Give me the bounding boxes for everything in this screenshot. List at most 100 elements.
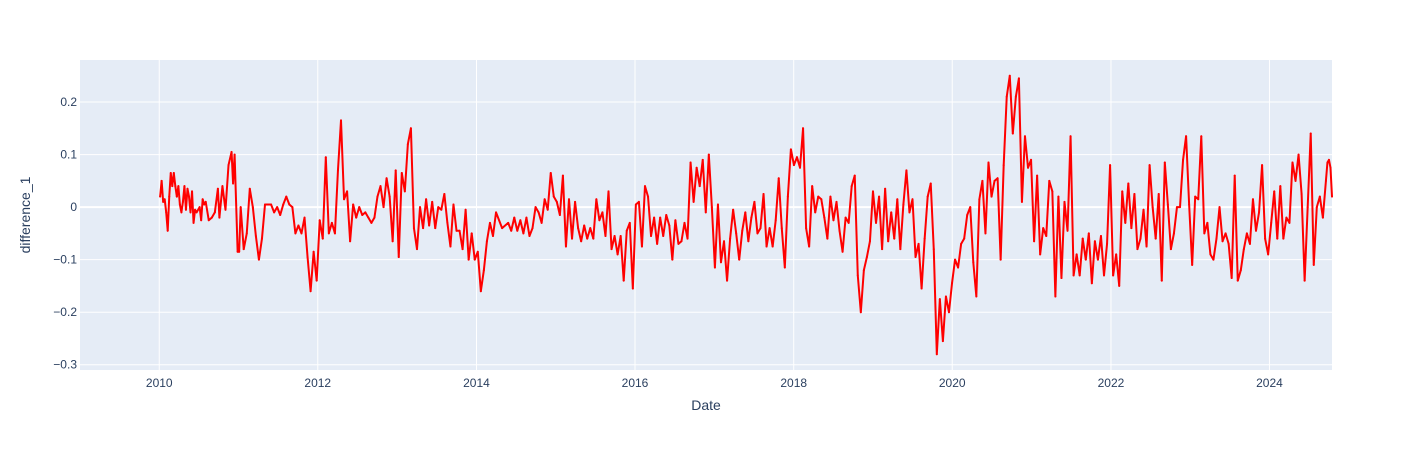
data-point <box>878 195 881 198</box>
data-point <box>458 229 461 232</box>
data-point <box>312 250 315 253</box>
data-point <box>1261 164 1264 167</box>
data-point <box>601 211 604 214</box>
data-point <box>1175 206 1178 209</box>
data-point <box>726 279 729 282</box>
data-point <box>683 221 686 224</box>
data-point <box>294 232 297 235</box>
data-point <box>954 258 957 261</box>
data-point <box>346 190 349 193</box>
data-point <box>1057 195 1060 198</box>
data-point <box>710 206 713 209</box>
data-point <box>232 182 235 185</box>
data-point <box>192 221 195 224</box>
data-point <box>397 256 400 259</box>
data-point <box>868 240 871 243</box>
data-point <box>841 250 844 253</box>
data-point <box>1172 232 1175 235</box>
data-point <box>1203 232 1206 235</box>
x-axis-title: Date <box>691 397 721 413</box>
data-point <box>820 198 823 201</box>
data-point <box>1255 229 1257 232</box>
data-point <box>996 177 999 180</box>
data-point <box>470 232 473 235</box>
data-point <box>1027 166 1030 169</box>
data-point <box>355 216 358 219</box>
data-point <box>431 200 434 203</box>
data-point <box>1017 77 1020 80</box>
data-point <box>204 200 207 203</box>
data-point <box>257 258 260 261</box>
data-point <box>999 258 1002 261</box>
data-point <box>1008 74 1011 77</box>
data-point <box>340 119 342 122</box>
data-point <box>510 229 513 232</box>
y-tick-label: −0.2 <box>53 305 77 319</box>
data-point <box>862 269 865 272</box>
data-point <box>689 161 692 164</box>
data-point <box>162 200 165 203</box>
data-point <box>191 190 194 193</box>
data-point <box>552 195 555 198</box>
data-point <box>230 150 233 153</box>
data-point <box>698 185 701 188</box>
data-point <box>944 295 947 298</box>
data-point <box>260 237 263 240</box>
data-point <box>422 227 425 230</box>
data-point <box>856 274 859 277</box>
data-point <box>668 224 671 227</box>
data-point <box>194 208 197 211</box>
data-point <box>628 221 631 224</box>
data-point <box>1030 158 1033 161</box>
data-point <box>1297 153 1300 156</box>
data-point <box>198 206 201 209</box>
data-point <box>239 206 242 209</box>
data-point <box>1288 221 1291 224</box>
data-point <box>640 245 643 248</box>
data-point <box>358 206 361 209</box>
data-point <box>701 158 704 161</box>
y-tick-label: 0 <box>70 200 77 214</box>
data-point <box>1133 192 1136 195</box>
data-point <box>364 211 367 214</box>
data-point <box>1045 235 1048 238</box>
data-point <box>1005 95 1008 98</box>
data-point <box>394 169 397 172</box>
data-point <box>291 206 294 209</box>
data-point <box>947 311 950 314</box>
data-point <box>1282 237 1285 240</box>
data-point <box>1185 135 1188 138</box>
data-point <box>434 227 437 230</box>
data-point <box>1124 221 1127 224</box>
data-point <box>188 195 190 198</box>
data-point <box>1154 237 1157 240</box>
data-point <box>464 208 467 211</box>
data-point <box>1106 242 1109 245</box>
data-point <box>549 171 552 174</box>
data-point <box>926 195 929 198</box>
data-point <box>467 258 470 261</box>
data-point <box>1011 132 1014 135</box>
data-point <box>993 179 996 182</box>
data-point <box>805 227 808 230</box>
data-point <box>1109 164 1112 167</box>
data-point <box>786 195 789 198</box>
data-point <box>756 232 759 235</box>
data-point <box>333 232 336 235</box>
data-point <box>619 235 622 238</box>
data-point <box>186 187 189 190</box>
data-point <box>1157 192 1160 195</box>
data-point <box>476 250 479 253</box>
data-point <box>580 240 583 243</box>
data-point <box>908 211 911 214</box>
data-point <box>1039 253 1042 256</box>
data-point <box>330 221 333 224</box>
data-point <box>1148 164 1151 167</box>
data-point <box>1248 242 1251 245</box>
data-point <box>777 177 780 180</box>
data-point <box>531 227 534 230</box>
data-point <box>1145 245 1148 248</box>
data-point <box>1048 179 1051 182</box>
data-point <box>1020 200 1023 203</box>
data-point <box>695 166 698 169</box>
